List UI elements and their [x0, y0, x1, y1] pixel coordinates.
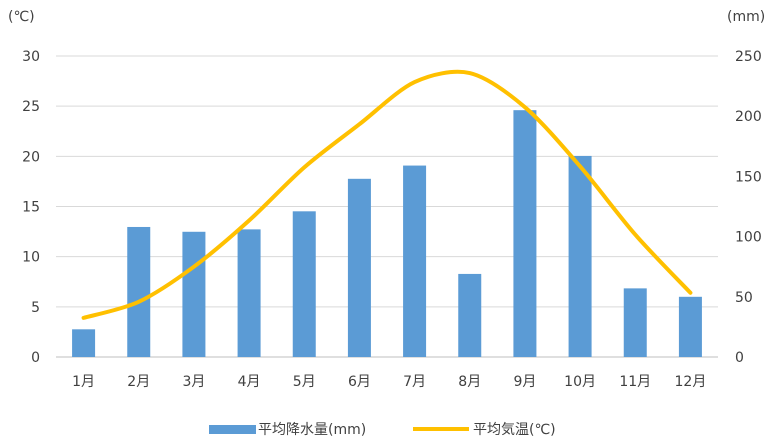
y-right-tick-label: 150 [735, 169, 762, 185]
y-left-tick-label: 0 [31, 350, 40, 366]
x-tick-label: 9月 [513, 374, 536, 390]
precipitation-bar [237, 229, 261, 357]
gridlines [56, 55, 718, 358]
precipitation-bar [72, 329, 96, 357]
y-right-tick-label: 0 [735, 350, 744, 366]
precipitation-bar [458, 273, 482, 357]
x-tick-label: 8月 [458, 374, 481, 390]
y-right-tick-label: 100 [735, 230, 762, 246]
y-right-tick-label: 50 [735, 290, 753, 306]
temperature-line [81, 69, 693, 320]
precipitation-bar [678, 296, 702, 357]
x-tick-label: 2月 [127, 374, 150, 390]
legend-label-precipitation: 平均降水量(mm) [258, 422, 366, 438]
y-left-tick-label: 20 [22, 149, 40, 165]
x-tick-label: 6月 [348, 374, 371, 390]
legend-swatch-precipitation [209, 425, 256, 434]
x-tick-label: 11月 [619, 374, 651, 390]
precipitation-bar [182, 231, 206, 357]
axes: (℃) (mm) 0 5 10 15 20 25 30 0 50 100 150 200 250 1月 2月… [8, 9, 765, 390]
x-tick-label: 1月 [72, 374, 95, 390]
x-tick-label: 12月 [675, 374, 707, 390]
x-tick-label: 3月 [182, 374, 205, 390]
y-left-axis-label: (℃) [8, 9, 35, 25]
y-right-axis-label: (mm) [727, 9, 765, 25]
y-left-tick-label: 10 [22, 250, 40, 266]
precipitation-bars [72, 110, 702, 358]
y-left-tick-label: 25 [22, 99, 40, 115]
x-tick-label: 7月 [403, 374, 426, 390]
precipitation-bar [347, 178, 371, 357]
temperature-line-layer [81, 69, 693, 320]
precipitation-bar [623, 288, 647, 357]
precipitation-bar [127, 226, 151, 357]
precipitation-bar [513, 110, 537, 358]
legend-label-temperature: 平均気温(℃) [473, 422, 556, 438]
y-left-tick-label: 5 [31, 300, 40, 316]
x-tick-label: 4月 [238, 374, 261, 390]
y-right-tick-label: 200 [735, 109, 762, 125]
precipitation-bar [568, 155, 592, 357]
precipitation-bar [403, 165, 427, 357]
y-left-tick-label: 15 [22, 200, 40, 216]
legend: 平均降水量(mm) 平均気温(℃) [209, 422, 556, 438]
x-tick-label: 5月 [293, 374, 316, 390]
x-tick-label: 10月 [564, 374, 596, 390]
y-right-tick-label: 250 [735, 49, 762, 65]
y-left-tick-label: 30 [22, 49, 40, 65]
precipitation-bar [292, 211, 316, 357]
